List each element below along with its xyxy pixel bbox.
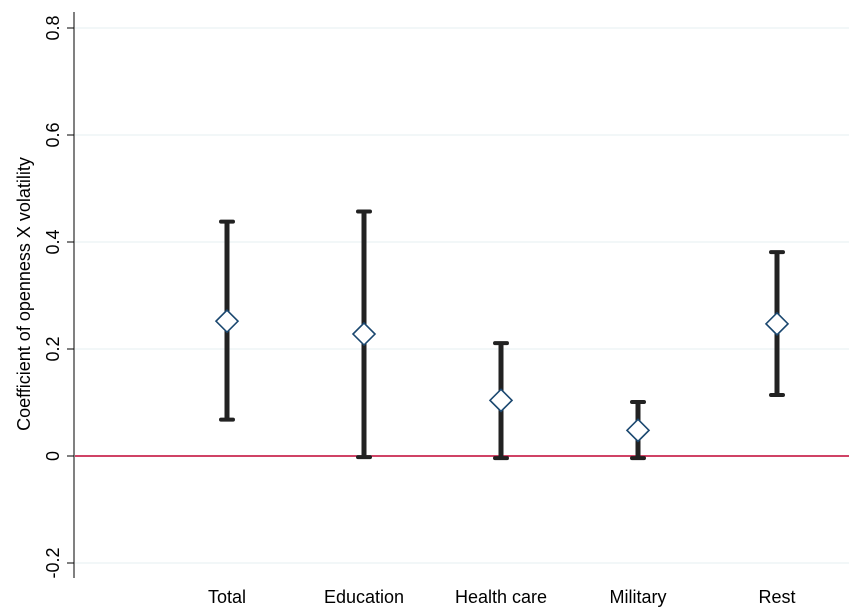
x-category-label: Education [324,587,404,607]
y-tick-label: -0.2 [43,547,63,578]
x-category-label: Total [208,587,246,607]
y-tick-label: 0.4 [43,229,63,254]
point-estimate [351,321,377,347]
confidence-intervals [219,209,785,461]
x-axis-categories: Total Education Health care Military Rest [208,587,796,607]
x-category-label: Rest [758,587,795,607]
point-estimate [625,418,651,443]
y-tick-label: 0.2 [43,336,63,361]
point-estimates [214,309,790,443]
x-category-label: Military [610,587,667,607]
y-tick-label: 0.8 [43,15,63,40]
point-estimate [488,388,514,413]
y-axis-title: Coefficient of openness X volatility [14,157,34,431]
point-estimate [764,311,790,336]
y-axis: -0.2 0 0.2 0.4 0.6 0.8 [43,15,74,579]
point-estimate [214,309,240,334]
y-tick-label: 0 [43,451,63,461]
x-category-label: Health care [455,587,547,607]
y-tick-label: 0.6 [43,122,63,147]
grid-lines [75,27,849,564]
